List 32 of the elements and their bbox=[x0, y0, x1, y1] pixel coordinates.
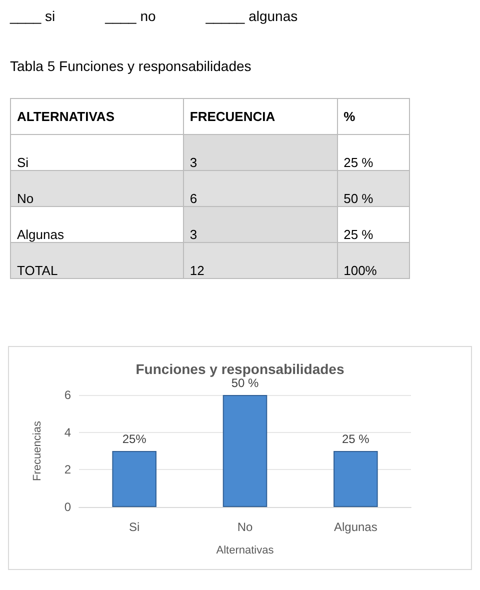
chart-title: Funciones y responsabilidades bbox=[136, 361, 344, 377]
text: Si bbox=[10, 134, 184, 170]
text: 12 bbox=[183, 242, 338, 278]
x-tick-label: No bbox=[237, 520, 253, 534]
text: 3 bbox=[183, 206, 338, 242]
text: No bbox=[10, 170, 184, 206]
y-tick-label: 2 bbox=[64, 462, 72, 477]
x-tick-label: Algunas bbox=[334, 520, 378, 534]
y-axis-title: Frecuencias bbox=[32, 420, 44, 481]
text: Algunas bbox=[10, 206, 184, 242]
text: Tabla 5 Funciones y responsabilidades bbox=[10, 58, 252, 74]
y-tick-label: 6 bbox=[64, 388, 72, 402]
text: ____ si bbox=[10, 8, 56, 24]
text: 50 % bbox=[337, 170, 410, 206]
text: ____ no bbox=[105, 8, 156, 24]
x-tick-label: Si bbox=[128, 520, 140, 534]
text: TOTAL bbox=[10, 242, 184, 278]
text: 25 % bbox=[337, 206, 410, 242]
text: 100% bbox=[337, 242, 410, 278]
text: 3 bbox=[183, 134, 338, 170]
y-tick-label: 0 bbox=[64, 500, 72, 514]
text: FRECUENCIA bbox=[183, 98, 338, 134]
annotation: 50 % bbox=[231, 376, 259, 390]
annotation: 25 % bbox=[342, 432, 370, 446]
text: 6 bbox=[183, 170, 338, 206]
annotation: 25% bbox=[122, 432, 147, 446]
y-tick-label: 4 bbox=[64, 425, 72, 440]
text: 25 % bbox=[337, 134, 410, 170]
text: ALTERNATIVAS bbox=[10, 98, 184, 134]
text: % bbox=[337, 98, 410, 134]
x-axis-title: Alternativas bbox=[216, 544, 274, 556]
text: _____ algunas bbox=[206, 8, 298, 24]
